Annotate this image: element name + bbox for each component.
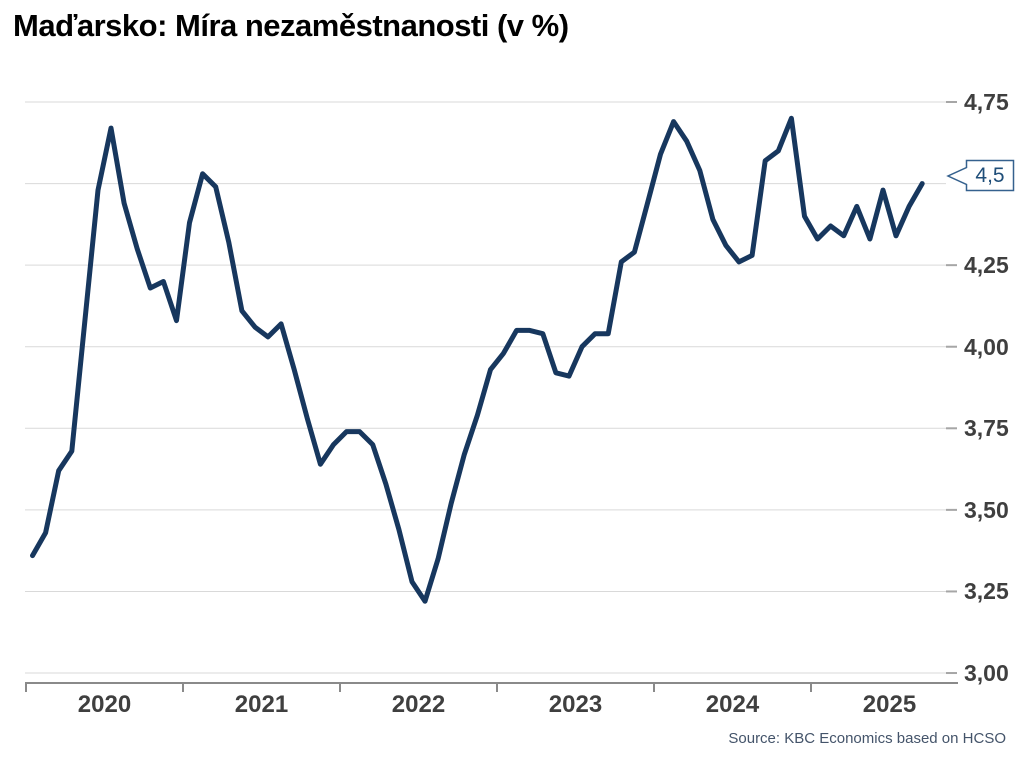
y-axis-label: 3,25 [964, 578, 1009, 605]
y-axis-label: 3,00 [964, 660, 1009, 687]
unemployment-rate-line [30, 115, 925, 604]
y-axis-label: 4,25 [964, 252, 1009, 279]
x-axis-label: 2024 [705, 691, 760, 718]
y-axis-label: 3,50 [964, 496, 1009, 523]
last-value-callout: 4,5 [975, 164, 1005, 187]
source-note: Source: KBC Economics based on HCSO [728, 730, 1006, 747]
x-axis-label: 2023 [548, 691, 603, 718]
callout-pointer-box [946, 159, 1015, 192]
x-axis-label: 2021 [234, 691, 289, 718]
x-axis-label: 2022 [391, 691, 446, 718]
chart-title: Maďarsko: Míra nezaměstnanosti (v %) [13, 8, 569, 43]
y-axis-label: 3,75 [964, 415, 1009, 442]
x-axis-label: 2020 [77, 691, 132, 718]
y-axis-label: 4,75 [964, 89, 1009, 115]
y-axis-label: 4,00 [964, 333, 1009, 360]
x-axis-label: 2025 [862, 691, 917, 718]
